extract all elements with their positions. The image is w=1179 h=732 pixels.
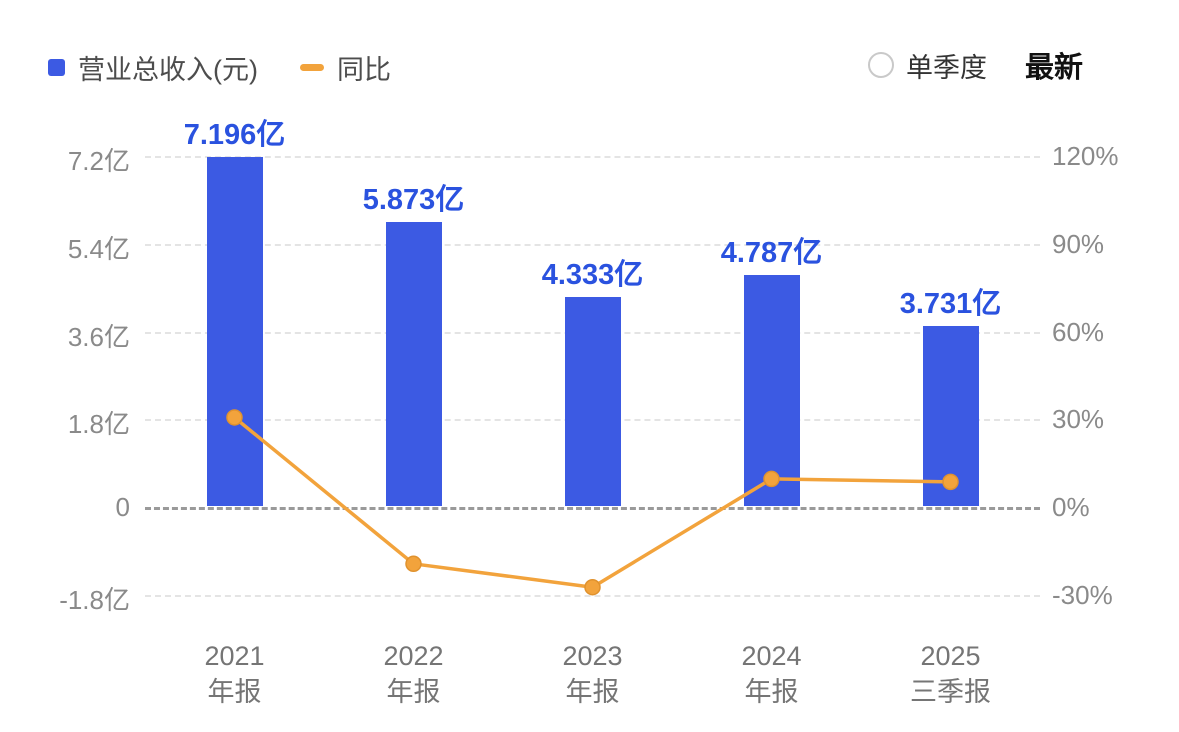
bar-value-label: 5.873亿: [362, 183, 465, 216]
left-axis-tick: 0: [115, 492, 130, 523]
chart-header: 营业总收入(元) 同比 单季度 最新: [0, 0, 1179, 100]
revenue-bar[interactable]: [922, 326, 979, 507]
revenue-bar-swatch-icon: [48, 59, 65, 76]
zero-grid-line: [145, 507, 1040, 511]
bar-value-label: 4.787亿: [720, 236, 823, 269]
bar-value-label: 3.731亿: [899, 288, 1002, 321]
left-axis-tick: 3.6亿: [67, 321, 130, 352]
x-axis-label: 2025 三季报: [910, 641, 991, 708]
grid-line: [145, 243, 1040, 246]
right-axis-tick: 60%: [1052, 316, 1105, 347]
latest-tab[interactable]: 最新: [1024, 52, 1083, 84]
right-axis-tick: 120%: [1052, 141, 1119, 171]
left-axis-tick: 1.8亿: [67, 409, 130, 440]
legend-yoy-label: 同比: [336, 55, 391, 85]
yoy-point: [584, 578, 601, 596]
legend-item-yoy: 同比: [299, 48, 391, 87]
left-axis-tick: 5.4亿: [67, 233, 130, 264]
x-axis-label: 2024 年报: [741, 641, 802, 708]
right-axis-tick: 30%: [1052, 404, 1105, 435]
revenue-bar[interactable]: [385, 221, 442, 507]
chart-controls: 单季度 最新: [867, 44, 1083, 86]
yoy-point: [405, 555, 422, 573]
yoy-line-swatch-icon: [299, 64, 324, 71]
legend-item-revenue: 营业总收入(元): [48, 48, 258, 87]
bar-value-label: 7.196亿: [183, 119, 286, 152]
right-axis-tick: 90%: [1052, 228, 1105, 259]
x-axis-label: 2022 年报: [383, 641, 444, 708]
radio-unchecked-icon[interactable]: [867, 52, 894, 78]
revenue-bar[interactable]: [564, 296, 621, 507]
grid-line: [145, 156, 1040, 158]
right-axis-tick: 0%: [1052, 492, 1090, 523]
bar-value-label: 4.333亿: [541, 258, 644, 291]
chart-legend: 营业总收入(元) 同比: [48, 48, 391, 87]
grid-line: [145, 595, 1040, 597]
revenue-bar[interactable]: [743, 274, 800, 507]
revenue-bar[interactable]: [206, 157, 263, 507]
x-axis-label: 2023 年报: [562, 641, 623, 708]
right-axis-tick: -30%: [1052, 580, 1113, 610]
single-quarter-label: 单季度: [905, 52, 987, 83]
x-axis-label: 2021 年报: [204, 641, 265, 708]
left-axis-tick: -1.8亿: [59, 585, 130, 615]
left-axis-tick: 7.2亿: [67, 146, 130, 176]
single-quarter-toggle[interactable]: 单季度: [867, 46, 987, 85]
legend-revenue-label: 营业总收入(元): [78, 55, 258, 85]
